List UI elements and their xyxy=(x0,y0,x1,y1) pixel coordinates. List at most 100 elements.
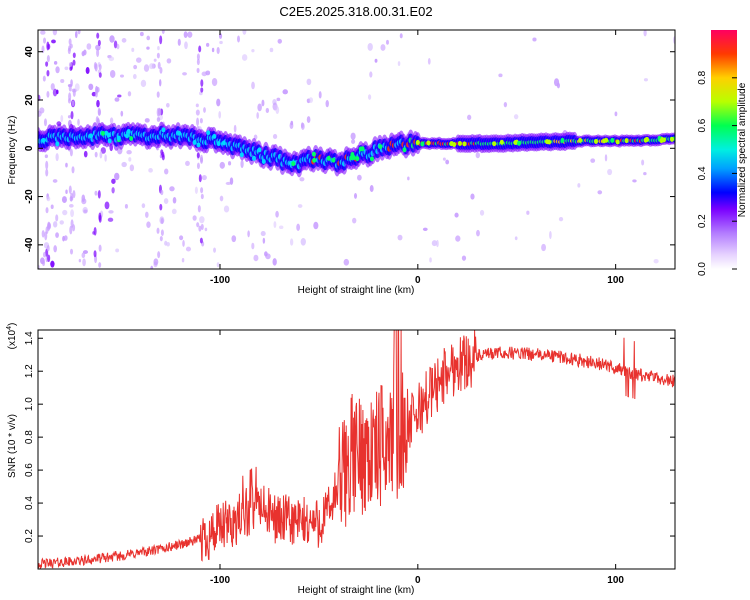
noise-blob xyxy=(275,106,280,114)
noise-blob xyxy=(44,154,48,159)
noise-blob xyxy=(260,231,266,237)
snr-y-tick-label: 1.4 xyxy=(24,331,35,345)
noise-blob xyxy=(241,54,248,61)
ridge-blob xyxy=(415,139,420,145)
noise-blob xyxy=(163,198,169,204)
noise-streak xyxy=(72,52,76,59)
noise-blob xyxy=(216,262,220,268)
noise-blob xyxy=(111,187,115,194)
noise-blob xyxy=(233,124,237,133)
noise-blob xyxy=(597,190,603,195)
noise-blob xyxy=(74,30,78,39)
spectrogram-y-tick-label: -20 xyxy=(24,189,35,204)
ridge-blob xyxy=(251,155,256,161)
ridge-blob xyxy=(177,130,182,136)
noise-blob xyxy=(607,168,613,176)
snr-plot-area xyxy=(38,330,675,569)
noise-blob xyxy=(81,51,85,57)
ridge-blob xyxy=(457,140,462,146)
ridge-blob xyxy=(291,161,296,167)
noise-blob xyxy=(219,195,224,202)
ridge-blob xyxy=(426,140,431,146)
noise-blob xyxy=(182,240,185,247)
noise-blob xyxy=(203,107,206,113)
snr-marks xyxy=(38,330,675,569)
noise-streak xyxy=(72,190,76,199)
noise-blob xyxy=(185,160,190,166)
noise-streak xyxy=(196,67,200,74)
ridge-blob xyxy=(261,159,266,165)
noise-streak xyxy=(45,160,49,170)
noise-streak xyxy=(200,223,204,231)
noise-streak xyxy=(196,152,200,159)
snr-y-axis: 0.2 0.4 0.6 0.8 1.0 1.2 1.4 xyxy=(24,331,675,543)
noise-blob xyxy=(299,177,305,182)
noise-streak xyxy=(69,225,73,235)
ridge-blob xyxy=(192,139,197,145)
noise-streak xyxy=(96,32,100,39)
noise-streak xyxy=(97,190,101,199)
noise-blob xyxy=(265,107,270,114)
ridge-blob xyxy=(462,141,467,147)
noise-blob xyxy=(369,185,374,192)
noise-blob xyxy=(604,154,608,162)
noise-blob xyxy=(476,229,480,237)
ridge-blob xyxy=(369,156,374,162)
noise-blob xyxy=(131,47,135,53)
noise-blob xyxy=(46,196,51,202)
noise-blob xyxy=(350,132,356,140)
noise-blob xyxy=(273,221,277,229)
ridge-blob xyxy=(560,137,565,143)
noise-streak xyxy=(94,151,98,158)
ridge-blob xyxy=(312,157,317,163)
noise-streak xyxy=(93,227,97,236)
ridge-blob xyxy=(578,137,583,143)
noise-blob xyxy=(251,48,255,53)
noise-streak xyxy=(196,162,200,170)
ridge-blob xyxy=(378,144,383,150)
noise-blob xyxy=(129,164,135,172)
noise-blob xyxy=(153,58,157,62)
noise-streak xyxy=(46,69,50,77)
ridge-blob xyxy=(239,152,244,158)
noise-blob xyxy=(146,46,150,50)
noise-streak xyxy=(69,43,73,49)
noise-blob xyxy=(126,150,132,155)
noise-blob xyxy=(264,251,268,257)
noise-blob xyxy=(113,40,118,49)
noise-blob xyxy=(308,97,314,103)
noise-blob xyxy=(74,83,80,92)
snr-multiplier-base: (x10 xyxy=(7,329,18,349)
noise-blob xyxy=(399,33,403,39)
noise-blob xyxy=(172,197,177,204)
noise-blob xyxy=(541,243,547,252)
spectrogram-y-tick-label: 0 xyxy=(24,145,35,151)
noise-blob xyxy=(50,83,55,91)
ridge-blob xyxy=(594,138,599,144)
noise-streak xyxy=(47,224,51,231)
noise-blob xyxy=(442,157,446,161)
noise-blob xyxy=(367,43,373,51)
snr-y-tick-label: 0.2 xyxy=(24,529,35,543)
noise-blob xyxy=(166,102,170,108)
noise-blob xyxy=(77,30,81,35)
ridge-blob xyxy=(360,146,365,152)
noise-blob xyxy=(454,212,459,218)
noise-blob xyxy=(59,220,64,225)
noise-blob xyxy=(231,235,237,243)
noise-blob xyxy=(467,114,472,121)
noise-blob xyxy=(300,122,304,129)
snr-multiplier-close: ) xyxy=(7,323,18,326)
noise-blob xyxy=(352,217,357,224)
noise-blob xyxy=(82,258,86,267)
noise-blob xyxy=(199,216,205,224)
noise-blob xyxy=(205,42,210,47)
snr-multiplier-label: (x104) xyxy=(6,323,18,350)
snr-y-tick-label: 0.4 xyxy=(24,496,35,510)
noise-streak xyxy=(44,231,48,241)
noise-streak xyxy=(69,148,73,157)
noise-blob xyxy=(247,230,250,238)
colorbar-tick-label: 0.2 xyxy=(697,214,708,228)
noise-blob xyxy=(558,217,564,222)
